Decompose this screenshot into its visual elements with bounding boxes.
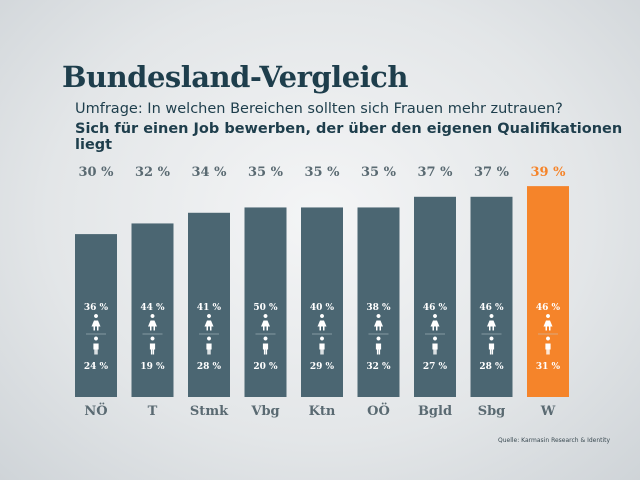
man-icon <box>262 336 269 355</box>
man-icon <box>93 336 99 355</box>
man-icon <box>545 336 551 355</box>
women-value: 50 % <box>253 303 278 313</box>
women-value: 44 % <box>140 303 165 313</box>
man-icon <box>319 336 325 355</box>
source-note: Quelle: Karmasin Research & Identity <box>498 437 611 444</box>
value-label: 34 % <box>192 165 228 180</box>
woman-icon <box>487 314 496 331</box>
man-icon <box>206 336 212 355</box>
bar-W <box>527 186 569 397</box>
men-value: 32 % <box>366 362 391 372</box>
category-label: Sbg <box>478 404 506 419</box>
women-value: 46 % <box>536 303 561 313</box>
woman-icon <box>91 314 101 331</box>
category-label: NÖ <box>84 402 107 419</box>
category-label: Vbg <box>250 404 279 419</box>
category-label: Stmk <box>190 404 229 419</box>
women-value: 46 % <box>423 303 448 313</box>
value-label: 35 % <box>361 165 397 180</box>
man-icon <box>149 336 156 355</box>
bar-Ktn <box>301 207 343 397</box>
man-icon <box>375 336 382 355</box>
bar-T <box>131 223 174 397</box>
value-label: 39 % <box>531 165 567 180</box>
bar-Stmk <box>188 212 230 397</box>
woman-icon <box>543 314 553 331</box>
women-value: 40 % <box>310 303 335 313</box>
category-label: Bgld <box>418 404 452 419</box>
bar-OÖ <box>357 207 400 397</box>
value-label: 32 % <box>135 165 171 180</box>
bar-Bgld <box>414 196 456 397</box>
men-value: 27 % <box>423 362 448 372</box>
man-icon <box>488 336 495 355</box>
woman-icon <box>430 314 440 331</box>
value-label: 35 % <box>305 165 341 180</box>
woman-icon <box>148 314 157 331</box>
value-label: 37 % <box>474 165 510 180</box>
women-value: 36 % <box>84 303 109 313</box>
woman-icon <box>261 314 270 331</box>
chart-subtitle: Umfrage: In welchen Bereichen sollten si… <box>75 101 563 117</box>
value-label: 35 % <box>248 165 284 180</box>
woman-icon <box>204 314 214 331</box>
men-value: 19 % <box>140 362 165 372</box>
men-value: 31 % <box>536 362 561 372</box>
women-value: 46 % <box>479 303 504 313</box>
value-label: 37 % <box>418 165 454 180</box>
men-value: 28 % <box>197 362 222 372</box>
man-icon <box>432 336 438 355</box>
men-value: 20 % <box>253 362 278 372</box>
chart-question: Sich für einen Job bewerben, der über de… <box>75 121 623 153</box>
category-label: T <box>148 404 158 419</box>
men-value: 28 % <box>479 362 504 372</box>
value-label: 30 % <box>79 165 115 180</box>
bar-Sbg <box>470 196 513 397</box>
men-value: 24 % <box>84 362 109 372</box>
women-value: 41 % <box>197 303 222 313</box>
category-label: W <box>540 404 556 419</box>
chart-title: Bundesland-Vergleich <box>62 60 408 94</box>
woman-icon <box>374 314 383 331</box>
women-value: 38 % <box>366 303 391 313</box>
bar-Vbg <box>244 207 287 397</box>
woman-icon <box>317 314 327 331</box>
category-label: OÖ <box>367 402 390 419</box>
category-label: Ktn <box>309 404 336 419</box>
men-value: 29 % <box>310 362 335 372</box>
